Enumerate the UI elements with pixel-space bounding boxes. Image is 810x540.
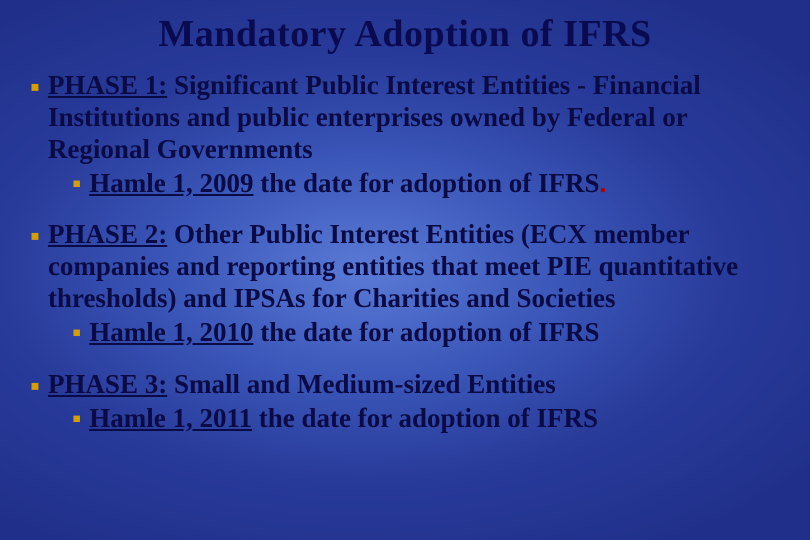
- phase-heading: Small and Medium-sized Entities: [174, 369, 556, 399]
- bullet-icon: ▪: [30, 74, 40, 102]
- phase-sub-row: ▪ Hamle 1, 2011 the date for adoption of…: [72, 403, 780, 435]
- phase-sub-text: Hamle 1, 2009 the date for adoption of I…: [89, 168, 606, 200]
- phase-label: PHASE 2:: [48, 219, 167, 249]
- phase-row: ▪ PHASE 3: Small and Medium-sized Entiti…: [30, 369, 780, 401]
- phase-sub-date: Hamle 1, 2009: [89, 168, 253, 198]
- bullet-icon: ▪: [30, 373, 40, 401]
- phase-sub-rest: the date for adoption of IFRS: [253, 168, 599, 198]
- phase-sub-date: Hamle 1, 2010: [89, 317, 253, 347]
- phase-sub-date: Hamle 1, 2011: [89, 403, 252, 433]
- phase-block-3: ▪ PHASE 3: Small and Medium-sized Entiti…: [30, 369, 780, 435]
- bullet-icon: ▪: [72, 320, 81, 346]
- phase-sub-row: ▪ Hamle 1, 2009 the date for adoption of…: [72, 168, 780, 200]
- phase-heading: Other Public Interest Entities (ECX: [174, 219, 587, 249]
- phase-sub-text: Hamle 1, 2010 the date for adoption of I…: [89, 317, 599, 349]
- phase-sub-rest: the date for adoption of IFRS: [252, 403, 598, 433]
- bullet-icon: ▪: [72, 406, 81, 432]
- phase-sub-text: Hamle 1, 2011 the date for adoption of I…: [89, 403, 598, 435]
- phase-sub-row: ▪ Hamle 1, 2010 the date for adoption of…: [72, 317, 780, 349]
- phase-label: PHASE 1:: [48, 70, 167, 100]
- phase-label: PHASE 3:: [48, 369, 167, 399]
- slide-title: Mandatory Adoption of IFRS: [30, 12, 780, 56]
- phase-sub-rest: the date for adoption of IFRS: [253, 317, 599, 347]
- phase-text: PHASE 1: Significant Public Interest Ent…: [48, 70, 780, 166]
- phase-text: PHASE 3: Small and Medium-sized Entities: [48, 369, 556, 401]
- phase-row: ▪ PHASE 1: Significant Public Interest E…: [30, 70, 780, 166]
- phase-heading: Significant Public Interest Entities -: [174, 70, 586, 100]
- bullet-icon: ▪: [72, 171, 81, 197]
- slide-container: Mandatory Adoption of IFRS ▪ PHASE 1: Si…: [0, 0, 810, 540]
- phase-block-2: ▪ PHASE 2: Other Public Interest Entitie…: [30, 219, 780, 348]
- trailing-period: .: [599, 168, 606, 198]
- phase-row: ▪ PHASE 2: Other Public Interest Entitie…: [30, 219, 780, 315]
- phase-block-1: ▪ PHASE 1: Significant Public Interest E…: [30, 70, 780, 199]
- bullet-icon: ▪: [30, 223, 40, 251]
- phase-text: PHASE 2: Other Public Interest Entities …: [48, 219, 780, 315]
